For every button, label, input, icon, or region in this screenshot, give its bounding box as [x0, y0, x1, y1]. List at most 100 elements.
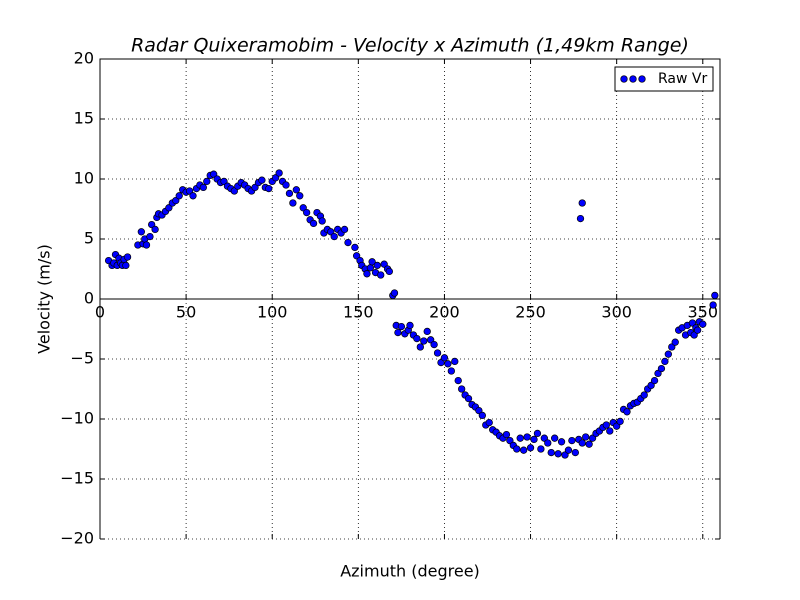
data-point — [175, 192, 183, 200]
data-point — [303, 208, 311, 217]
data-point — [440, 354, 449, 362]
data-point — [406, 321, 414, 330]
x-axis-label: Azimuth (degree) — [340, 562, 480, 581]
data-point — [282, 181, 290, 189]
data-point — [433, 349, 442, 357]
data-point — [340, 225, 349, 234]
legend-marker — [620, 75, 628, 83]
data-point — [526, 444, 535, 452]
data-point — [544, 439, 552, 447]
data-point — [330, 232, 338, 241]
data-point — [423, 327, 431, 336]
data-point — [557, 438, 566, 446]
data-point — [606, 427, 614, 435]
data-point — [602, 421, 610, 429]
data-point — [151, 225, 159, 234]
data-point — [368, 258, 376, 266]
data-point — [420, 337, 428, 345]
data-point — [693, 326, 702, 334]
data-point — [485, 418, 493, 427]
legend-label: Raw Vr — [658, 71, 707, 87]
data-point — [513, 445, 521, 453]
data-point — [447, 367, 455, 375]
data-point — [394, 328, 402, 337]
data-point — [296, 192, 304, 200]
data-point — [363, 270, 371, 278]
y-tick-label: −10 — [60, 409, 94, 428]
data-point — [373, 261, 381, 270]
data-point — [451, 357, 459, 366]
data-point — [533, 429, 542, 438]
data-point — [344, 238, 352, 247]
data-point — [289, 199, 297, 207]
data-point — [416, 343, 424, 351]
data-point — [699, 320, 707, 328]
data-point — [292, 186, 300, 194]
data-point — [454, 376, 462, 385]
data-point — [285, 189, 294, 198]
data-point — [664, 350, 672, 358]
data-point — [189, 192, 197, 200]
data-point — [137, 228, 145, 236]
data-point — [146, 232, 154, 241]
data-point — [650, 376, 659, 385]
y-tick-label: 5 — [84, 229, 94, 248]
data-point — [516, 434, 524, 442]
data-point — [258, 176, 266, 184]
data-point — [502, 430, 511, 439]
y-tick-label: −15 — [60, 469, 94, 488]
data-point — [265, 184, 273, 193]
data-point — [671, 338, 679, 346]
data-point — [623, 408, 631, 416]
data-point — [199, 183, 207, 192]
data-point — [123, 253, 132, 261]
data-point — [585, 440, 593, 448]
data-point — [523, 433, 531, 441]
y-tick-label: −20 — [60, 529, 94, 548]
y-tick-label: 10 — [74, 169, 94, 188]
y-tick-label: 0 — [84, 289, 94, 308]
data-point — [366, 264, 375, 272]
y-tick-label: 20 — [74, 49, 94, 68]
data-point — [309, 219, 318, 228]
data-point — [578, 439, 586, 447]
data-point — [554, 450, 562, 458]
data-point — [444, 360, 452, 368]
data-point — [537, 445, 545, 453]
data-point — [564, 446, 573, 454]
data-point — [478, 411, 486, 420]
data-point — [582, 433, 590, 441]
data-point — [616, 417, 624, 426]
data-point — [377, 271, 385, 279]
data-point — [318, 217, 326, 225]
data-point — [711, 291, 719, 300]
data-point — [385, 267, 393, 276]
data-point — [640, 391, 648, 399]
data-point — [709, 301, 717, 309]
data-point — [351, 243, 359, 252]
data-point — [122, 261, 130, 270]
data-point — [275, 169, 283, 177]
data-point — [547, 448, 555, 457]
data-point — [397, 322, 406, 331]
legend-marker — [629, 75, 637, 83]
data-point — [568, 436, 576, 445]
data-point — [661, 357, 669, 366]
data-point — [142, 241, 151, 249]
data-point — [430, 340, 438, 349]
data-point — [576, 214, 585, 223]
y-tick-label: 15 — [74, 109, 94, 128]
data-point — [571, 448, 579, 457]
chart-title: Radar Quixeramobim - Velocity x Azimuth … — [131, 35, 689, 57]
data-point — [464, 394, 473, 403]
data-point — [551, 434, 559, 442]
data-point — [578, 199, 586, 207]
data-point — [530, 435, 538, 444]
data-point — [203, 177, 211, 186]
y-tick-label: −5 — [70, 349, 94, 368]
legend-marker — [638, 75, 646, 83]
data-point — [657, 364, 666, 373]
data-point — [520, 446, 528, 454]
data-point — [390, 289, 399, 297]
